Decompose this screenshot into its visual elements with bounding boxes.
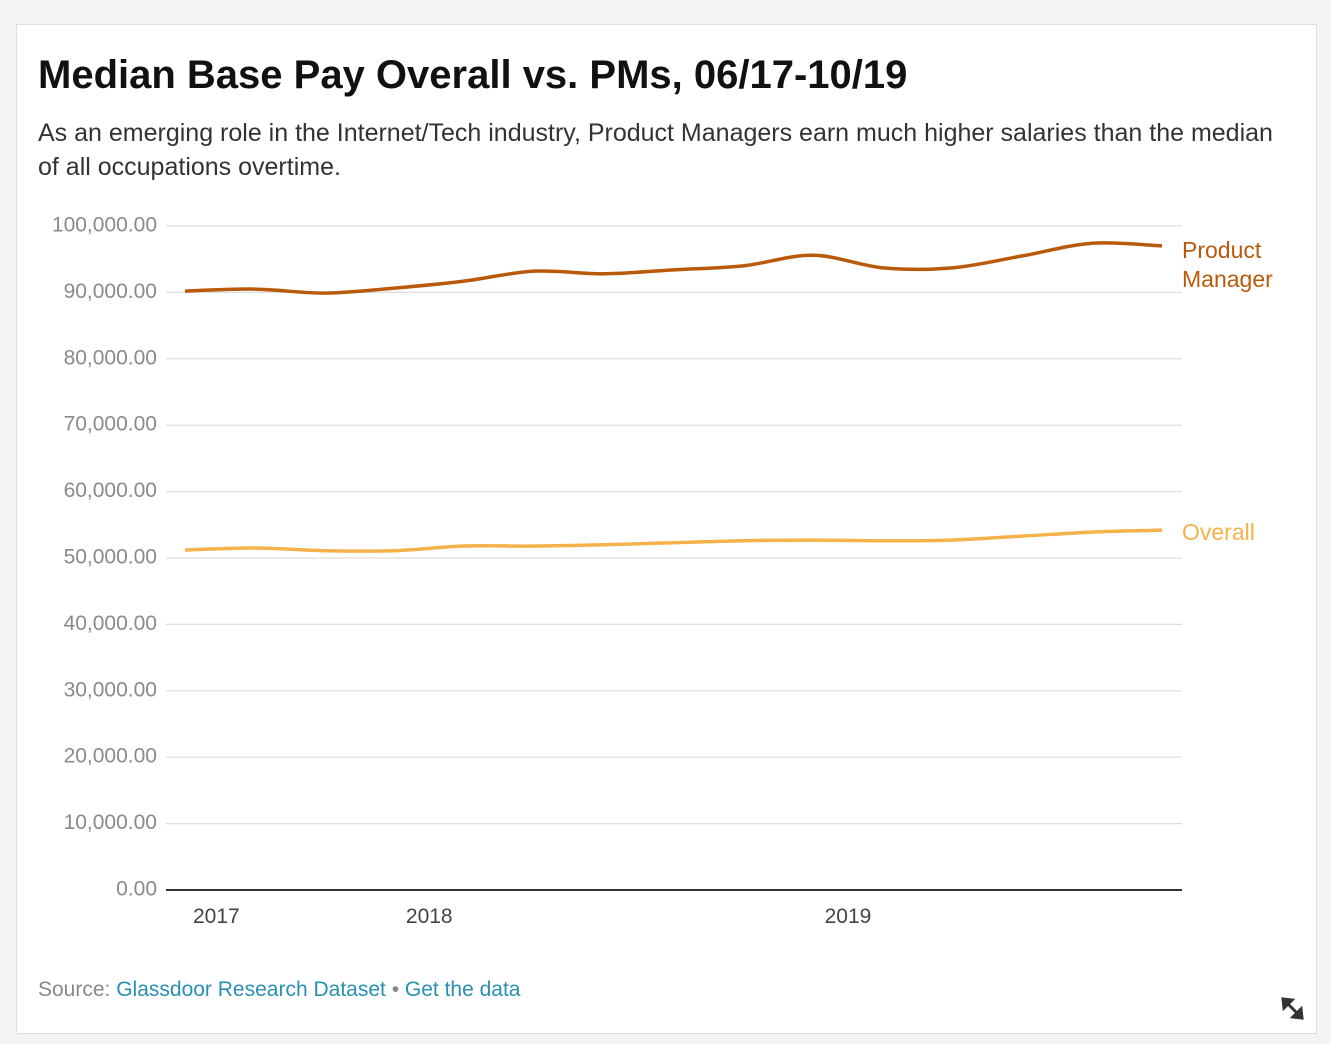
resize-icon[interactable] [1281,997,1304,1020]
y-tick-label: 40,000.00 [64,612,157,635]
card [16,24,1317,1034]
separator: • [392,978,399,1001]
source-link[interactable]: Glassdoor Research Dataset [116,978,386,1001]
chart-subtitle: As an emerging role in the Internet/Tech… [38,119,1273,181]
series-label-line: Product [1182,237,1262,263]
source: Source: Glassdoor Research Dataset • Get… [38,978,521,1001]
series-line [184,528,1163,553]
y-tick-label: 90,000.00 [64,280,157,303]
y-tick-label: 30,000.00 [64,678,157,701]
series-label-line: Manager [1182,266,1273,292]
source-label: Source: [38,978,110,1001]
y-tick-label: 60,000.00 [64,479,157,502]
y-tick-label: 10,000.00 [64,811,157,834]
y-tick-label: 70,000.00 [64,413,157,436]
y-tick-label: 100,000.00 [52,214,157,237]
series-line [184,241,1163,295]
series-label: Product Manager [1182,237,1273,292]
get-data-link[interactable]: Get the data [405,978,521,1001]
series-label: Overall [1182,519,1255,545]
y-tick-label: 20,000.00 [64,745,157,768]
y-tick-label: 0.00 [116,878,157,901]
y-tick-label: 50,000.00 [64,546,157,569]
y-tick-label: 80,000.00 [64,346,157,369]
x-tick-label: 2017 [193,905,240,928]
plot: 0.00 10,000.00 20,000.00 30,000.00 40,000.00… [52,214,1273,928]
x-tick-label: 2019 [825,905,872,928]
x-tick-label: 2018 [406,905,453,928]
chart-title: Median Base Pay Overall vs. PMs, 06/17-1… [38,53,907,97]
subtitle-box: As an emerging role in the Internet/Tech… [38,119,1273,181]
